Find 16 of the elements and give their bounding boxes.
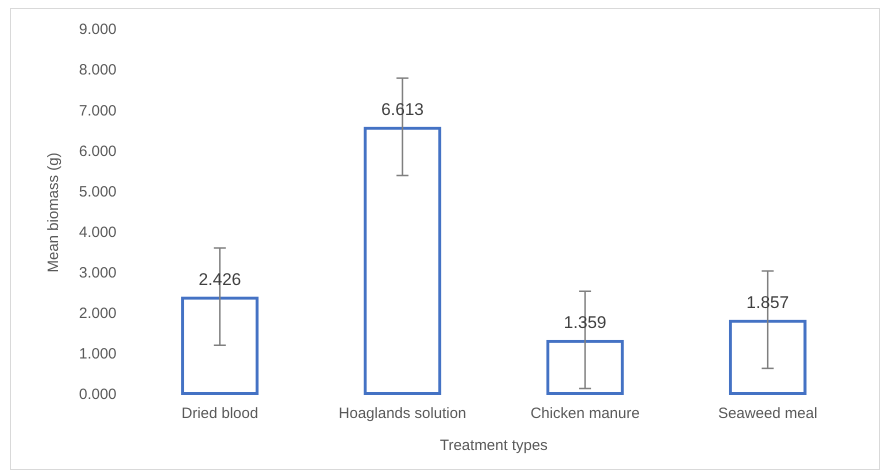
y-tick-label: 7.000 <box>78 102 117 120</box>
y-tick-label: 9.000 <box>78 21 117 38</box>
x-tick-label: Seaweed meal <box>718 405 818 422</box>
y-tick-label: 3.000 <box>78 264 117 282</box>
x-tick-label: Chicken manure <box>530 405 640 422</box>
y-tick-label: 1.000 <box>78 346 117 363</box>
y-tick-label: 8.000 <box>78 62 117 79</box>
y-tick-label: 4.000 <box>78 224 117 241</box>
x-axis-title: Treatment types <box>440 437 548 454</box>
y-axis-title: Mean biomass (g) <box>45 152 62 273</box>
y-tick-label: 6.000 <box>78 142 117 160</box>
y-tick-label: 2.000 <box>78 305 117 322</box>
x-tick-label: Hoaglands solution <box>338 405 466 422</box>
x-tick-label: Dried blood <box>181 405 258 422</box>
y-tick-label: 0.000 <box>78 386 117 404</box>
y-tick-label: 5.000 <box>78 183 117 200</box>
